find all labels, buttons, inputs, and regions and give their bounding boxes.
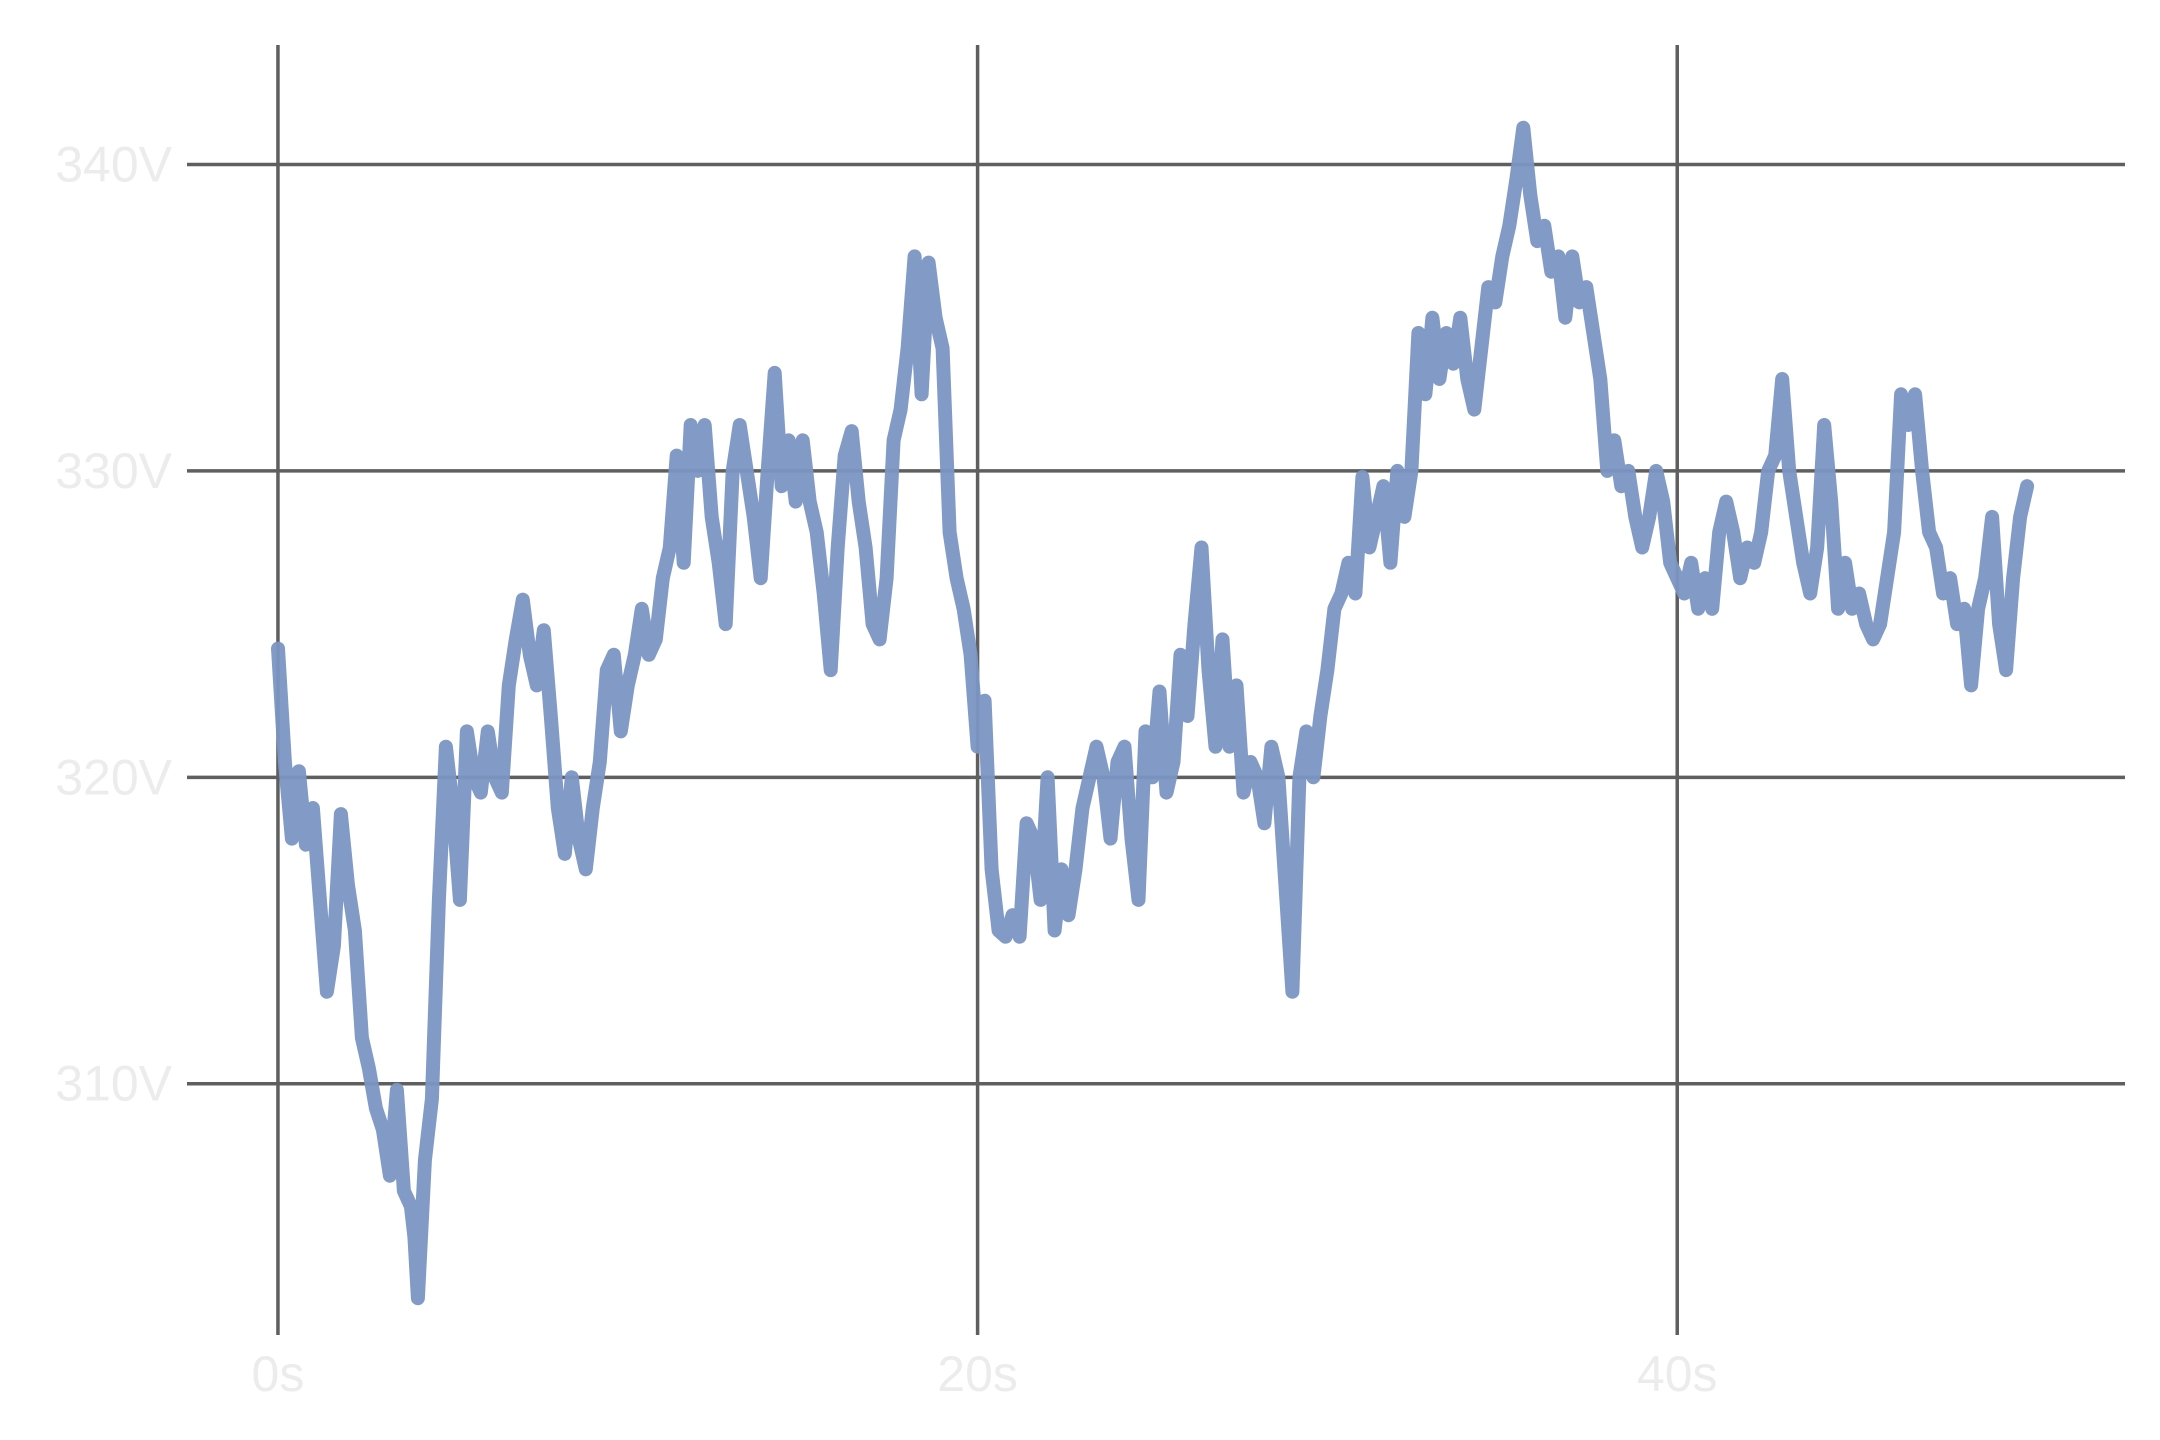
y-tick-label: 340V — [55, 137, 172, 193]
x-tick-label: 40s — [1637, 1346, 1718, 1402]
y-tick-label: 330V — [55, 443, 172, 499]
series-line-0 — [271, 120, 2035, 1306]
x-tick-label: 0s — [252, 1346, 305, 1402]
x-axis-labels: 0s 20s 40s — [252, 1346, 1718, 1402]
y-tick-label: 310V — [55, 1056, 172, 1112]
x-tick-label: 20s — [937, 1346, 1018, 1402]
series-layer — [271, 120, 2035, 1306]
y-tick-label: 320V — [55, 749, 172, 805]
y-axis-labels: 310V 320V 330V 340V — [55, 137, 172, 1112]
